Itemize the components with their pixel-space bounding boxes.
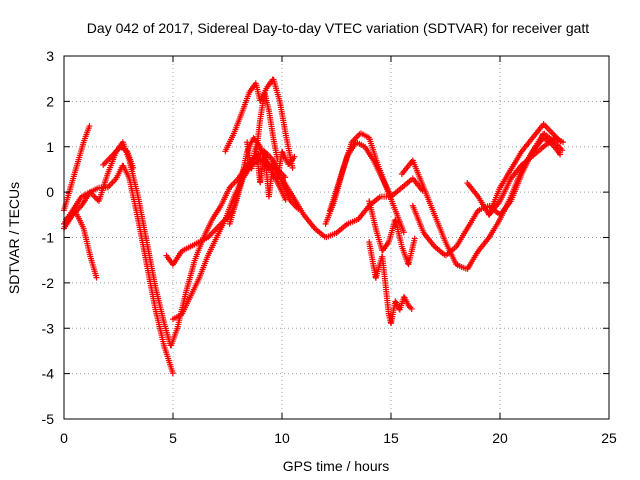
- y-tick-label: -5: [42, 411, 55, 427]
- x-tick-label: 0: [60, 430, 68, 446]
- x-tick-label: 5: [169, 430, 177, 446]
- x-tick-labels: 0 5 10 15 20 25: [60, 430, 617, 446]
- data-series-sat-l: [244, 139, 298, 200]
- y-tick-label: 0: [46, 184, 54, 200]
- data-series-sat-e: [100, 144, 137, 171]
- y-tick-labels: 3 2 1 0 -1 -2 -3 -4 -5: [42, 48, 55, 427]
- data-series-sat-d: [61, 162, 176, 377]
- data-series-sat-j: [222, 76, 296, 171]
- axis-ticks: [63, 55, 610, 420]
- data-series-sat-q: [366, 198, 418, 268]
- x-tick-label: 10: [274, 430, 290, 446]
- data-series-sat-u: [486, 135, 567, 218]
- y-tick-label: -1: [42, 230, 55, 246]
- data-series-sat-o: [326, 139, 394, 214]
- data-series-sat-p: [366, 239, 415, 327]
- y-tick-label: 2: [46, 93, 54, 109]
- y-axis-label: SDTVAR / TECUs: [6, 182, 22, 294]
- x-tick-label: 20: [492, 430, 508, 446]
- y-tick-label: 1: [46, 139, 54, 155]
- x-axis-label: GPS time / hours: [283, 458, 390, 474]
- y-tick-label: -4: [42, 366, 55, 382]
- data-series: [61, 76, 567, 377]
- data-series-sat-t: [464, 121, 564, 217]
- y-tick-label: -2: [42, 275, 55, 291]
- y-tick-label: -3: [42, 320, 55, 336]
- chart-title: Day 042 of 2017, Sidereal Day-to-day VTE…: [87, 20, 590, 36]
- x-tick-label: 25: [601, 430, 617, 446]
- y-tick-label: 3: [46, 48, 54, 64]
- x-tick-label: 15: [383, 430, 399, 446]
